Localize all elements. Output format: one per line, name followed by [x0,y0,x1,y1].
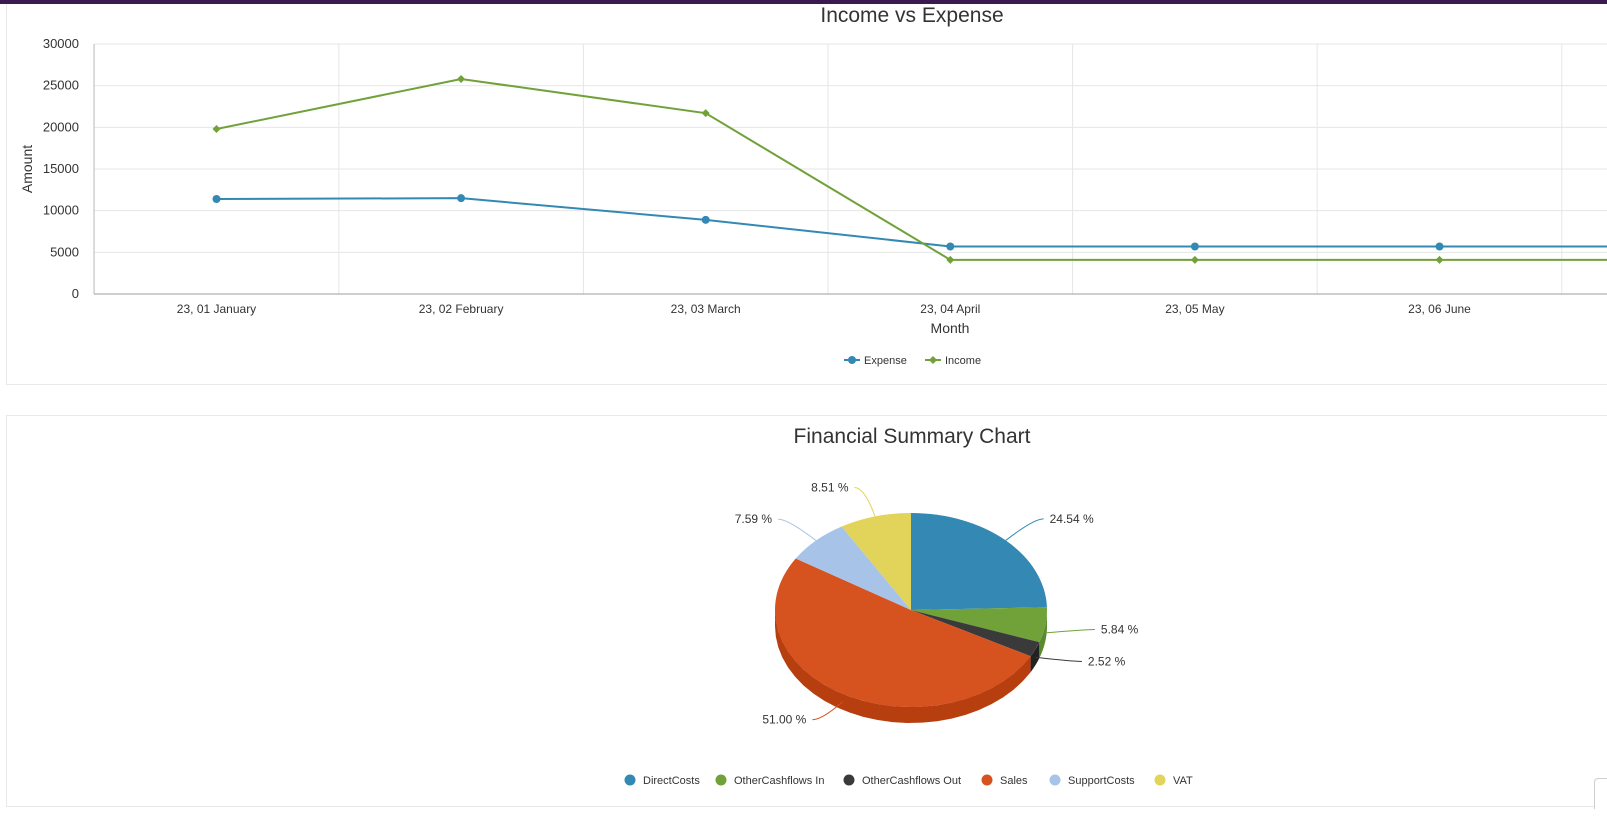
y-tick-label: 15000 [43,161,79,176]
y-axis-title: Amount [19,145,35,193]
income-expense-chart: 0 5000 10000 15000 20000 25000 30000 23, 01 Jan… [19,4,1607,367]
pie-slice-sales [774,558,1031,708]
pie-side-othercashflows-in [1039,610,1047,659]
x-tick-label: 23, 02 February [419,302,504,316]
y-tick-label: 20000 [43,119,79,134]
data-point-expense [457,194,466,203]
pie-slice-othercashflows-out [911,610,1040,657]
financial-summary-chart: Financial Summary Chart 24.54 % 5.84 % 2.52… [624,425,1193,787]
legend-marker-supportcosts [1049,774,1061,786]
data-label-connector [812,701,843,721]
financial-summary-panel: Financial Summary Chart 24.54 % 5.84 % 2.52… [6,415,1607,807]
pie-side-sales [775,610,1031,723]
pie-slice-directcosts [911,513,1047,610]
data-label: 5.84 % [1101,623,1139,637]
legend-label-sales: Sales [1000,775,1028,787]
legend-label-vat: VAT [1173,775,1193,787]
legend-marker-income [929,356,937,364]
pie-slice-othercashflows-in [911,607,1048,643]
scroll-corner-tab[interactable] [1594,778,1607,809]
x-tick-label: 23, 03 March [671,302,741,316]
data-point-income [946,255,955,264]
data-label: 24.54 % [1050,512,1094,526]
data-point-expense [701,215,710,224]
data-label: 2.52 % [1088,654,1126,668]
data-point-income [457,75,466,83]
legend-label-directcosts: DirectCosts [643,775,700,787]
legend-marker-sales [981,774,993,786]
legend-marker-othercashflows-in [715,774,727,786]
data-point-expense [1190,242,1199,251]
legend-label-supportcosts: SupportCosts [1068,775,1135,787]
x-tick-label: 23, 01 January [177,302,256,316]
data-label-connector [854,487,876,517]
pie-slice-supportcosts [795,526,911,610]
y-tick-label: 30000 [43,36,79,51]
legend-label-othercashflows-out: OtherCashflows Out [862,775,961,787]
data-label: 7.59 % [735,512,773,526]
data-point-expense [1435,242,1444,251]
legend-label-income: Income [945,355,981,367]
data-point-income [1190,255,1199,264]
legend-marker-vat [1154,774,1166,786]
pie-slice-vat [841,513,911,610]
data-point-expense [946,242,955,251]
y-tick-label: 0 [72,286,79,301]
data-label-connector [1005,518,1044,541]
pie-side-othercashflows-out [1030,642,1040,673]
series-line-expense [216,197,1607,248]
legend-marker-directcosts [624,774,636,786]
data-label-connector [1045,629,1095,634]
y-tick-label: 10000 [43,203,79,218]
x-tick-label: 23, 04 April [920,302,980,316]
chart-title: Financial Summary Chart [794,425,1031,448]
x-tick-label: 23, 05 May [1165,302,1224,316]
data-point-income [701,109,710,118]
legend-marker-expense [848,356,856,364]
top-accent-bar [0,0,1607,4]
x-tick-label: 23, 06 June [1408,302,1471,316]
data-label: 51.00 % [762,713,806,727]
y-tick-label: 5000 [50,244,79,259]
chart-title: Income vs Expense [820,4,1003,27]
legend-label-expense: Expense [864,355,907,367]
data-point-income [1435,255,1444,264]
data-label-connector [778,518,817,541]
legend-label-othercashflows-in: OtherCashflows In [734,775,824,787]
x-axis-title: Month [931,320,970,336]
data-label: 8.51 % [811,481,849,495]
data-point-income [212,125,221,133]
data-label-connector [1035,656,1082,662]
income-expense-panel: 0 5000 10000 15000 20000 25000 30000 23, 01 Jan… [6,4,1607,385]
data-point-expense [212,195,221,203]
y-tick-label: 25000 [43,78,79,93]
legend-marker-othercashflows-out [843,774,855,786]
